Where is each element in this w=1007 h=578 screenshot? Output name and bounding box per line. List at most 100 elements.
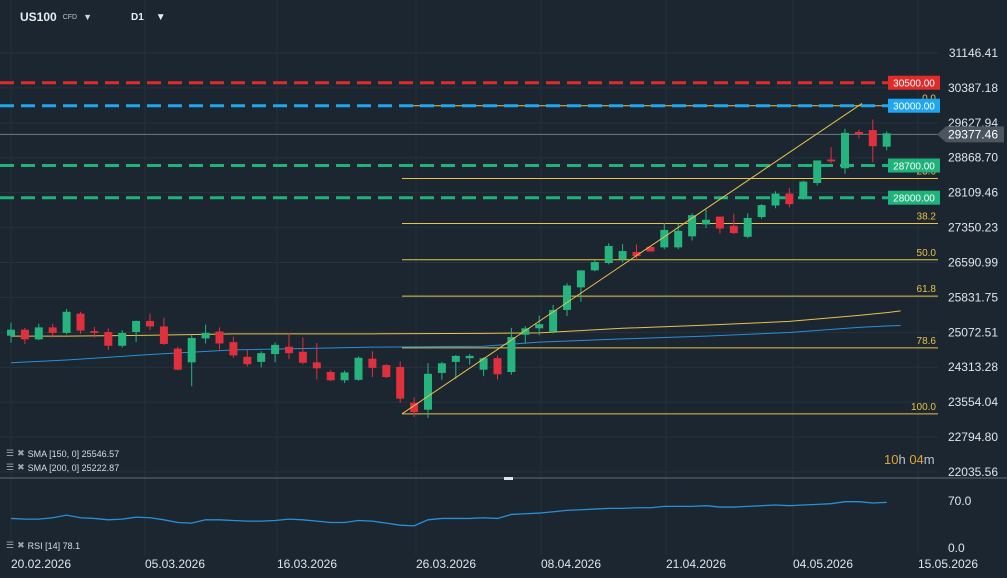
candle-body[interactable] [563, 285, 571, 310]
candle-body[interactable] [257, 353, 266, 362]
sma-200-line [10, 325, 901, 364]
candle-body[interactable] [173, 348, 182, 370]
candle-body[interactable] [368, 358, 377, 368]
candle-body[interactable] [660, 229, 669, 248]
candle-body[interactable] [576, 270, 585, 288]
close-icon[interactable]: ✖ [17, 462, 25, 472]
date-axis-tick: 26.03.2026 [416, 557, 476, 571]
candle-body[interactable] [827, 159, 836, 162]
candle-body[interactable] [702, 219, 710, 225]
chevron-down-icon[interactable]: ▼ [155, 12, 166, 23]
countdown-hours: 10 [884, 452, 899, 467]
candle-body[interactable] [535, 324, 544, 329]
indicator-legend-sma150: ☰ ✖ SMA [150, 0] 25546.57 [6, 448, 119, 459]
candle-body[interactable] [493, 358, 502, 375]
candle-body[interactable] [618, 251, 627, 260]
candle-body[interactable] [48, 327, 57, 333]
chevron-down-icon[interactable]: ▼ [83, 12, 93, 22]
candle-body[interactable] [396, 366, 405, 399]
fib-level-label: 50.0 [917, 248, 937, 259]
candle-body[interactable] [312, 362, 321, 369]
price-axis-tick: 22035.56 [948, 465, 998, 479]
candle-body[interactable] [785, 193, 794, 205]
candle-body[interactable] [285, 346, 293, 354]
candle-body[interactable] [20, 329, 29, 340]
candle-body[interactable] [451, 355, 460, 362]
candle-body[interactable] [729, 225, 738, 234]
candle-body[interactable] [771, 193, 780, 206]
indicator-label: SMA [150, 0] 25546.57 [27, 448, 120, 459]
candle-body[interactable] [326, 371, 335, 381]
candle-body[interactable] [521, 328, 530, 335]
candle-body[interactable] [118, 332, 127, 346]
candle-body[interactable] [159, 326, 168, 344]
rsi-axis-tick: 0.0 [948, 541, 965, 555]
candle-body[interactable] [632, 251, 641, 257]
date-axis-tick: 04.05.2026 [793, 557, 853, 571]
candle-body[interactable] [841, 132, 849, 169]
candle-body[interactable] [298, 351, 307, 363]
candlestick-series [7, 119, 891, 418]
candle-body[interactable] [354, 357, 363, 380]
candle-body[interactable] [437, 363, 446, 373]
price-axis-tick: 25831.75 [948, 290, 998, 304]
pane-resize-handle[interactable] [504, 477, 513, 480]
close-icon[interactable]: ✖ [17, 540, 25, 550]
candle-body[interactable] [813, 160, 822, 183]
menu-icon[interactable]: ☰ [6, 462, 15, 472]
candle-body[interactable] [674, 230, 683, 248]
price-level-tag [888, 98, 940, 113]
menu-icon[interactable]: ☰ [6, 448, 15, 458]
candle-body[interactable] [34, 327, 43, 340]
candle-body[interactable] [743, 217, 752, 237]
candle-body[interactable] [507, 337, 516, 372]
candle-body[interactable] [590, 262, 599, 271]
candle-body[interactable] [410, 402, 419, 413]
symbol-selector[interactable]: US100 CFD ▼ [20, 10, 92, 24]
candle-body[interactable] [549, 309, 558, 332]
candle-body[interactable] [76, 313, 85, 331]
timeframe-selector[interactable]: D1 ▼ [131, 12, 166, 23]
candle-body[interactable] [604, 245, 613, 264]
candle-body[interactable] [868, 130, 877, 147]
indicator-legend-rsi: ☰ ✖ RSI [14] 78.1 [6, 540, 80, 551]
candle-body[interactable] [215, 331, 224, 344]
date-axis-tick: 16.03.2026 [277, 557, 337, 571]
candle-body[interactable] [243, 356, 252, 365]
candle-body[interactable] [146, 320, 154, 327]
price-axis-tick: 28868.70 [948, 151, 998, 165]
candle-body[interactable] [479, 358, 488, 370]
candle-body[interactable] [62, 311, 71, 333]
candle-body[interactable] [187, 337, 196, 363]
candle-body[interactable] [7, 329, 15, 336]
close-icon[interactable]: ✖ [17, 448, 25, 458]
countdown-hours-unit: h [898, 452, 906, 467]
current-price-badge [937, 126, 1004, 143]
candle-body[interactable] [382, 365, 391, 378]
candle-body[interactable] [854, 131, 863, 135]
candle-body[interactable] [646, 246, 655, 252]
candle-body[interactable] [104, 331, 113, 346]
candle-body[interactable] [132, 320, 141, 332]
candle-body[interactable] [340, 372, 349, 381]
candle-body[interactable] [201, 332, 210, 339]
price-axis-tick: 25072.51 [948, 325, 998, 339]
trend-line-segment[interactable] [401, 103, 863, 415]
countdown-minutes-unit: m [923, 452, 935, 467]
candle-body[interactable] [882, 133, 891, 147]
price-level-tag [888, 158, 940, 173]
date-axis-tick: 15.05.2026 [918, 557, 978, 571]
candle-body[interactable] [757, 205, 766, 218]
candle-body[interactable] [424, 373, 432, 410]
candle-body[interactable] [465, 355, 474, 359]
menu-icon[interactable]: ☰ [6, 540, 15, 550]
candle-body[interactable] [229, 342, 238, 356]
candle-body[interactable] [90, 331, 99, 333]
price-axis-tick: 29627.94 [948, 116, 998, 130]
instrument-type: CFD [62, 13, 78, 21]
candle-body[interactable] [715, 216, 724, 229]
candle-body[interactable] [688, 215, 697, 237]
candle-body[interactable] [799, 181, 808, 199]
candle-body[interactable] [271, 344, 280, 355]
